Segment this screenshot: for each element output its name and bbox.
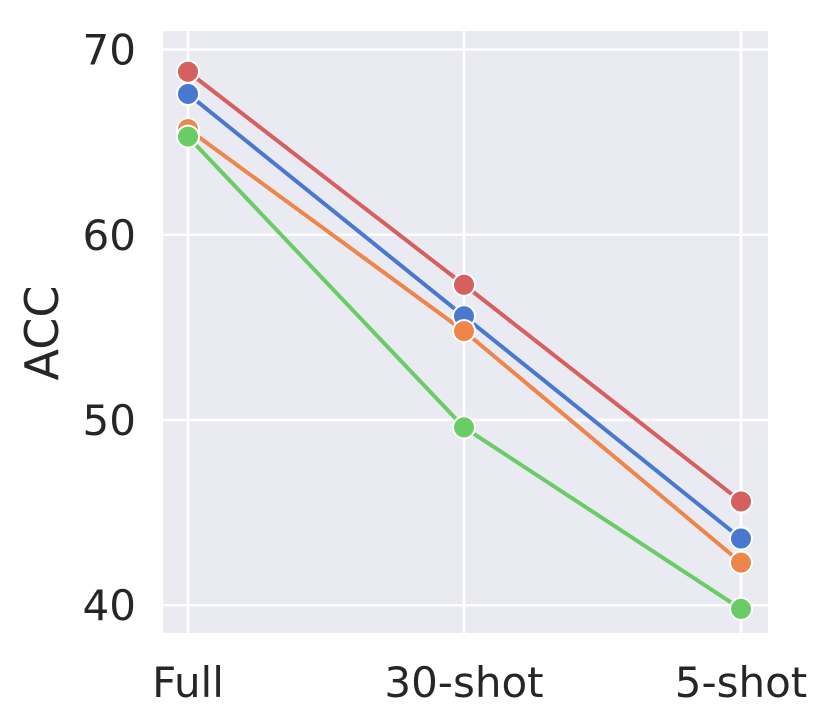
data-point-series-3 <box>452 319 476 344</box>
x-tick-label: Full <box>152 658 224 707</box>
data-point-series-1 <box>452 272 476 297</box>
y-tick-label: 40 <box>83 581 136 630</box>
y-axis-ticks: 40 50 60 70 <box>83 26 136 631</box>
series-points <box>176 59 753 621</box>
x-tick-label: 30-shot <box>384 658 543 707</box>
data-point-series-3 <box>729 550 753 575</box>
data-point-series-1 <box>176 59 200 84</box>
y-tick-label: 70 <box>83 26 136 75</box>
data-point-series-1 <box>729 489 753 514</box>
data-point-series-4 <box>729 596 753 621</box>
data-point-series-2 <box>729 526 753 551</box>
data-point-series-4 <box>176 124 200 149</box>
y-tick-label: 60 <box>83 211 136 260</box>
y-axis-label: ACC <box>15 286 69 381</box>
y-tick-label: 50 <box>83 396 136 445</box>
data-point-series-4 <box>452 415 476 440</box>
data-point-series-2 <box>176 81 200 106</box>
x-axis-ticks: Full 30-shot 5-shot <box>152 658 807 707</box>
x-tick-label: 5-shot <box>675 658 808 707</box>
